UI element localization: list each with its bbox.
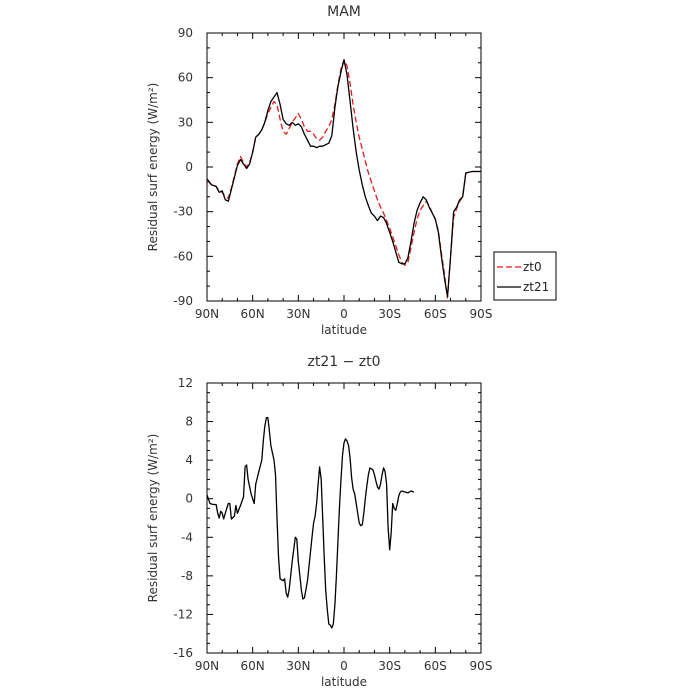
x-tick-label: 90N — [195, 659, 219, 673]
x-tick-label: 60S — [424, 307, 447, 321]
y-tick-label: -12 — [173, 607, 193, 621]
x-tick-label: 90S — [470, 307, 493, 321]
x-tick-label: 60N — [241, 307, 265, 321]
legend: zt0 zt21 — [493, 251, 557, 301]
x-tick-label: 30S — [378, 659, 401, 673]
y-tick-label: 4 — [185, 453, 193, 467]
y-tick-label: 90 — [178, 26, 193, 40]
x-tick-label: 90N — [195, 307, 219, 321]
series-group — [207, 417, 415, 629]
x-tick-label: 60S — [424, 659, 447, 673]
legend-box — [493, 251, 557, 301]
y-tick-label: 0 — [185, 492, 193, 506]
y-tick-label: -60 — [173, 249, 193, 263]
legend-label-zt21: zt21 — [523, 280, 549, 294]
y-tick-label: 8 — [185, 415, 193, 429]
x-axis-label: latitude — [321, 323, 367, 337]
x-tick-label: 0 — [340, 307, 348, 321]
tick-marks — [206, 32, 482, 302]
x-tick-label: 90S — [470, 659, 493, 673]
x-tick-label: 60N — [241, 659, 265, 673]
y-tick-label: -90 — [173, 294, 193, 308]
y-tick-label: -16 — [173, 646, 193, 660]
series-line-zt0 — [207, 59, 481, 299]
series-group — [207, 59, 481, 299]
x-tick-label: 30N — [286, 307, 310, 321]
x-tick-label: 0 — [340, 659, 348, 673]
series-line-zt21 — [207, 59, 481, 298]
x-axis-label: latitude — [321, 675, 367, 689]
y-tick-label: -8 — [181, 569, 193, 583]
y-tick-label: -30 — [173, 205, 193, 219]
y-axis-label: Residual surf energy (W/m²) — [146, 434, 160, 603]
legend-label-zt0: zt0 — [523, 260, 542, 274]
y-tick-label: -4 — [181, 530, 193, 544]
y-tick-label: 30 — [178, 115, 193, 129]
chart-title: zt21 − zt0 — [307, 354, 380, 370]
y-tick-label: 0 — [185, 160, 193, 174]
y-tick-label: 60 — [178, 71, 193, 85]
y-axis-label: Residual surf energy (W/m²) — [146, 83, 160, 252]
tick-marks — [206, 382, 482, 654]
series-line-series-0 — [207, 417, 415, 629]
y-tick-label: 12 — [178, 376, 193, 390]
x-tick-label: 30N — [286, 659, 310, 673]
plot-frame — [206, 382, 482, 654]
chart-title: MAM — [327, 4, 361, 20]
x-tick-label: 30S — [378, 307, 401, 321]
